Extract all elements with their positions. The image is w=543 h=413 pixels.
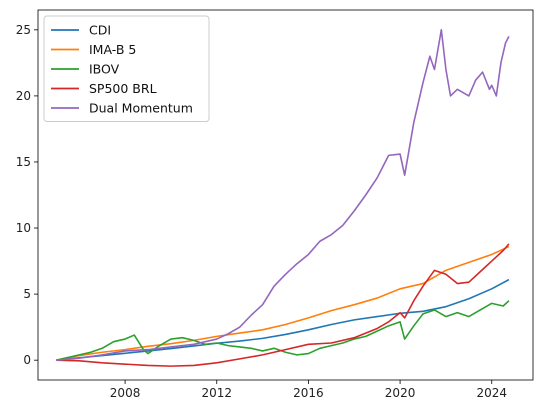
- legend-label: Dual Momentum: [89, 101, 193, 116]
- legend-label: CDI: [89, 23, 111, 38]
- y-tick-label: 25: [16, 23, 31, 37]
- x-tick-label: 2016: [293, 386, 324, 400]
- y-axis: 0 5 10 15 20 25: [16, 23, 38, 367]
- series-line-cdi: [56, 278, 510, 361]
- y-tick-label: 10: [16, 221, 31, 235]
- series-line-ibov: [56, 300, 510, 361]
- legend-frame: [43, 15, 210, 122]
- y-tick-label: 5: [23, 287, 31, 301]
- x-tick-label: 2020: [385, 386, 416, 400]
- y-tick-label: 0: [23, 353, 31, 367]
- series-line-ima-b-5: [56, 245, 510, 361]
- x-tick-label: 2012: [201, 386, 232, 400]
- x-tick-label: 2008: [110, 386, 141, 400]
- series-layer: [56, 29, 510, 367]
- legend-label: IMA-B 5: [89, 42, 136, 57]
- legend: CDI IMA-B 5 IBOV SP500 BRL Dual Momentum: [43, 15, 210, 122]
- series-line-sp500-brl: [56, 243, 510, 367]
- y-tick-label: 15: [16, 155, 31, 169]
- legend-label: SP500 BRL: [89, 81, 157, 96]
- series-line-dual-momentum: [56, 29, 510, 361]
- x-axis: 2008 2012 2016 2020 2024: [110, 380, 507, 400]
- legend-label: IBOV: [89, 62, 120, 77]
- plot-frame: [37, 9, 534, 381]
- y-tick-label: 20: [16, 89, 31, 103]
- x-tick-label: 2024: [476, 386, 507, 400]
